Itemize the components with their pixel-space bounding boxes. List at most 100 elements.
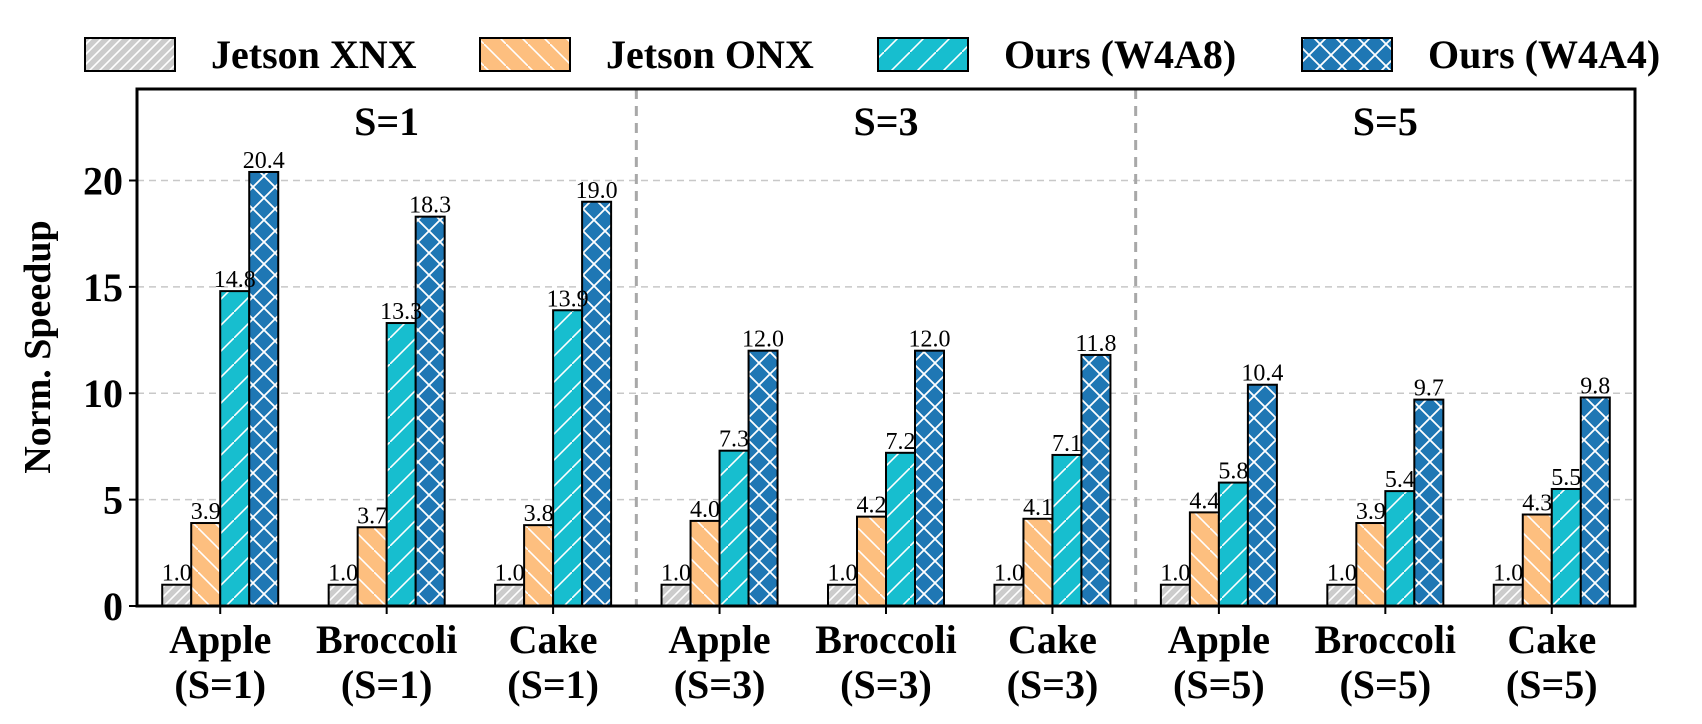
bar-hatch: [356, 526, 388, 608]
bar-value-label: 3.7: [357, 503, 387, 529]
y-axis-ticks: 0 5 10 15 20: [83, 158, 137, 629]
bar-value-label: 5.4: [1385, 467, 1415, 493]
bar-hatch: [1550, 487, 1582, 608]
bar-hatch: [856, 515, 887, 607]
legend-label: Ours (W4A4): [1428, 32, 1660, 77]
bar-hatch: [219, 290, 251, 607]
y-tick-label: 20: [83, 158, 123, 203]
bar-value-label: 1.0: [1160, 561, 1190, 587]
legend-swatch-hatch: [479, 37, 571, 72]
x-tick-label: Cake: [1008, 617, 1097, 662]
bar-value-label: 3.9: [191, 499, 221, 525]
bar-value-label: 7.3: [719, 427, 749, 453]
y-axis-label: Norm. Speedup: [17, 220, 59, 473]
legend-label: Jetson ONX: [606, 32, 814, 77]
bar-value-label: 1.0: [162, 561, 192, 587]
x-tick-label: Apple: [668, 617, 770, 662]
x-tick-label: Apple: [169, 617, 271, 662]
x-tick-label: (S=3): [674, 662, 766, 707]
bar-hatch: [248, 170, 280, 607]
legend-label: Jetson XNX: [211, 32, 417, 77]
bar-hatch: [885, 451, 916, 607]
bar-value-label: 7.2: [886, 429, 916, 455]
bar-value-label: 4.4: [1189, 488, 1219, 514]
bar-value-label: 13.3: [380, 299, 422, 325]
section-labels: S=1 S=3 S=5: [354, 99, 1418, 144]
x-tick-label: (S=5): [1506, 662, 1598, 707]
x-tick-label: (S=1): [341, 662, 433, 707]
legend-swatch-hatch: [1301, 37, 1393, 72]
bar-value-label: 1.0: [1327, 561, 1357, 587]
bar-value-label: 1.0: [661, 561, 691, 587]
bar-hatch: [914, 349, 945, 607]
y-tick-label: 5: [103, 478, 123, 523]
bar-hatch: [1326, 583, 1358, 608]
bar-value-label: 13.9: [547, 286, 589, 312]
bar-hatch: [1022, 517, 1054, 607]
bar-hatch: [660, 583, 692, 608]
bar-value-label: 4.0: [690, 497, 720, 523]
y-tick-label: 0: [103, 584, 123, 629]
bar-value-label: 11.8: [1075, 331, 1116, 357]
value-labels: 1.0 1.0 1.0 1.0 1.0 1.0 1.0 1.0 1.0 3.9 3.7 3.8 4.0 4…: [162, 148, 1611, 587]
bar-hatch: [1080, 353, 1112, 607]
bar-value-label: 9.7: [1414, 376, 1444, 402]
bar-value-label: 1.0: [994, 561, 1024, 587]
y-tick-label: 10: [83, 371, 123, 416]
bar-hatch: [414, 215, 446, 607]
x-tick-label: Cake: [1507, 617, 1596, 662]
bar-hatch: [327, 583, 359, 608]
bar-hatch: [1217, 481, 1249, 608]
x-tick-label: (S=1): [174, 662, 266, 707]
bar-value-label: 3.8: [524, 501, 554, 527]
section-label: S=5: [1353, 99, 1418, 144]
bar-value-label: 3.9: [1356, 499, 1386, 525]
x-tick-label: (S=5): [1339, 662, 1431, 707]
bar-value-label: 9.8: [1580, 373, 1610, 399]
bar-hatch: [1384, 490, 1416, 607]
legend-label: Ours (W4A8): [1004, 32, 1236, 77]
bar-value-label: 20.4: [243, 148, 285, 174]
bar-hatch: [523, 524, 555, 608]
bar-hatch: [827, 583, 858, 608]
section-separators: [634, 89, 1138, 606]
legend: Jetson XNX Jetson ONX Ours (W4A8) Ours (W4A…: [84, 32, 1660, 77]
x-tick-label: (S=3): [1007, 662, 1099, 707]
bar-value-label: 19.0: [576, 178, 618, 204]
x-tick-label: (S=3): [840, 662, 932, 707]
bars: [161, 170, 1611, 608]
x-tick-label: Broccoli: [815, 617, 956, 662]
x-tick-label: Broccoli: [316, 617, 457, 662]
bar-value-label: 4.3: [1522, 491, 1552, 517]
bar-hatch: [689, 519, 721, 607]
bar-value-label: 5.8: [1218, 459, 1248, 485]
bar-value-label: 4.1: [1023, 495, 1053, 521]
bar-hatch: [552, 309, 584, 607]
x-tick-label: Broccoli: [1315, 617, 1456, 662]
bar-hatch: [190, 522, 222, 608]
bar-hatch: [494, 583, 526, 608]
bar-value-label: 18.3: [409, 193, 451, 219]
section-label: S=1: [354, 99, 419, 144]
bar-value-label: 7.1: [1052, 431, 1082, 457]
bar-value-label: 5.5: [1551, 465, 1581, 491]
bar-hatch: [747, 349, 779, 607]
section-label: S=3: [853, 99, 918, 144]
bar-hatch: [1413, 398, 1445, 607]
x-tick-label: (S=5): [1173, 662, 1265, 707]
bar-hatch: [1246, 383, 1278, 607]
bar-hatch: [1355, 522, 1387, 608]
bar-hatch: [581, 200, 613, 607]
bar-hatch: [1051, 453, 1083, 607]
bar-value-label: 12.0: [909, 327, 951, 353]
bar-hatch: [718, 449, 750, 608]
bar-value-label: 10.4: [1241, 361, 1283, 387]
bar-hatch: [1159, 583, 1191, 608]
bar-value-label: 1.0: [828, 561, 858, 587]
bar-hatch: [385, 322, 417, 607]
bar-hatch: [161, 583, 193, 608]
bar-value-label: 14.8: [214, 267, 256, 293]
legend-swatch-hatch: [84, 37, 176, 72]
bar-hatch: [1521, 513, 1553, 607]
